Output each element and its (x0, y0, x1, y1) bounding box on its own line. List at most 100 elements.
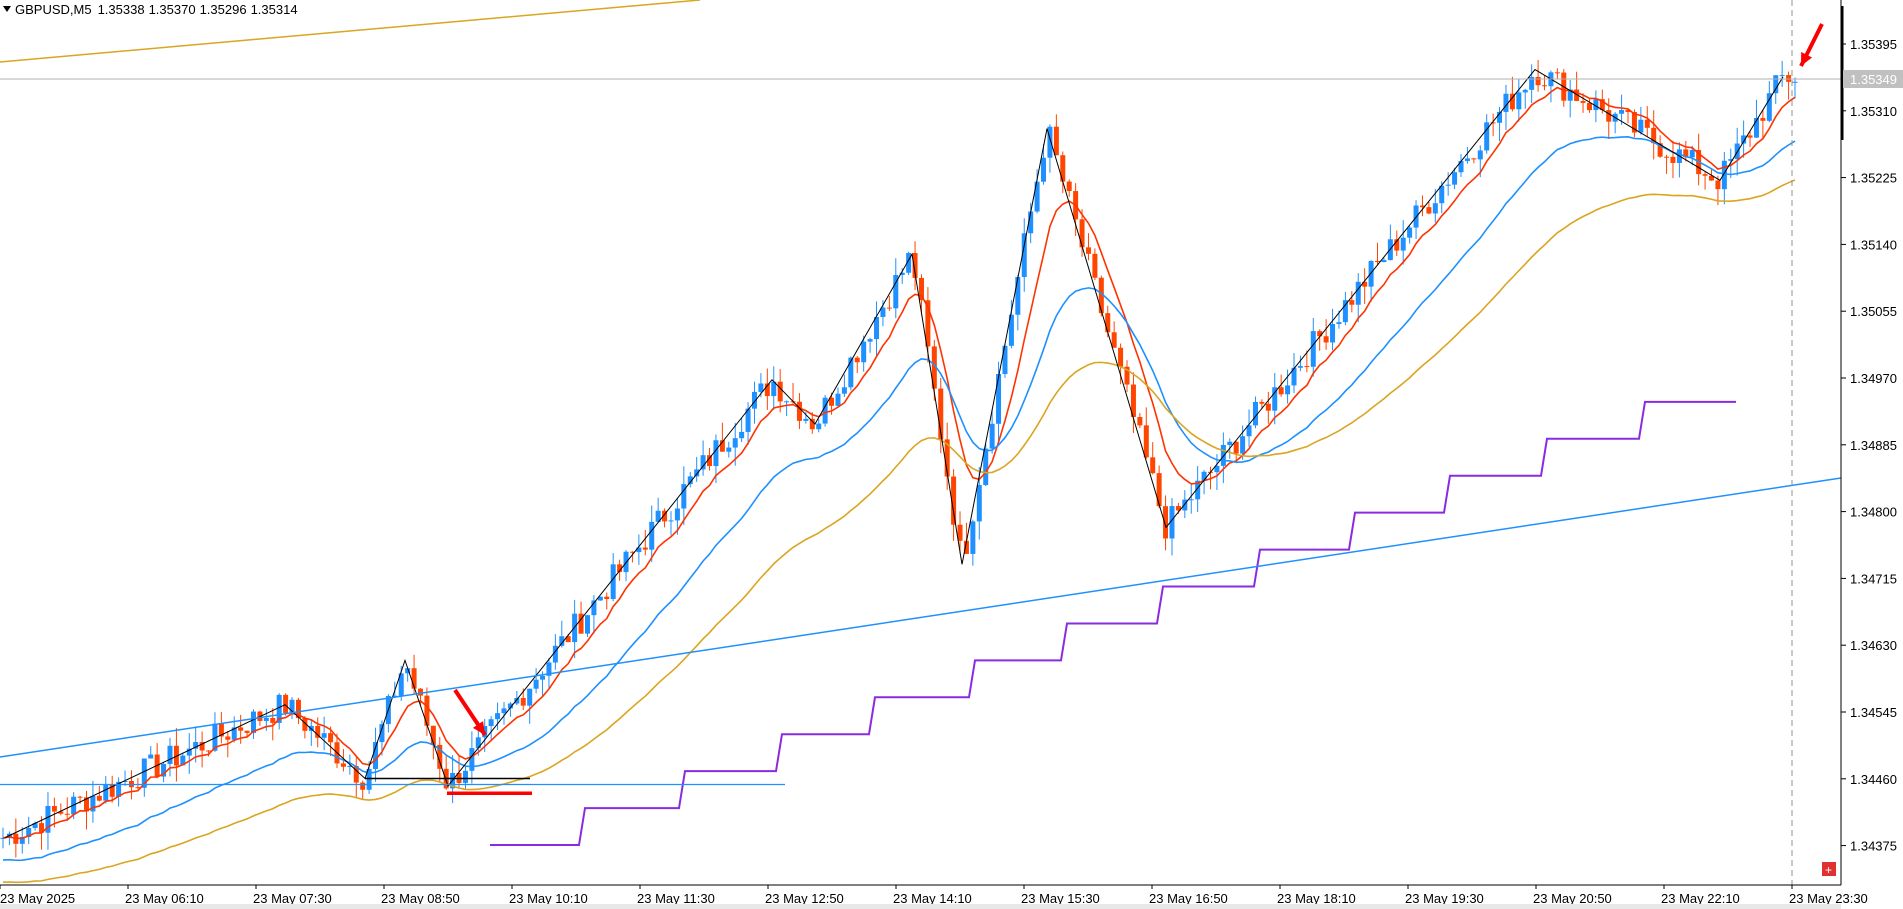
price-tick-label: 1.34460 (1850, 772, 1897, 787)
time-tick-label: 23 May 11:30 (637, 891, 715, 906)
candle-body (1432, 203, 1438, 214)
gold-trend-line (0, 0, 701, 63)
candle-body (835, 393, 841, 406)
candle-body (1657, 143, 1663, 157)
candle-body (1535, 76, 1541, 86)
candle-body (713, 440, 719, 467)
candle-body (141, 758, 147, 788)
red-arrow-entry-head (472, 721, 485, 735)
candle-body (1169, 506, 1175, 539)
candle-body (109, 784, 115, 797)
candle-body (784, 401, 790, 403)
candle-body (604, 596, 610, 600)
price-tick-label: 1.34375 (1850, 839, 1897, 854)
candle-body (1188, 499, 1194, 501)
candle-body (19, 836, 25, 844)
candle-body (263, 717, 269, 721)
candle-body (45, 806, 51, 833)
candle-body (655, 510, 661, 522)
price-tick-label: 1.34800 (1850, 505, 1897, 520)
candle-body (167, 745, 173, 764)
candle-body (238, 727, 244, 731)
candle-body (848, 357, 854, 388)
candle-body (803, 418, 809, 421)
candle-body (392, 695, 398, 697)
price-tick-label: 1.35225 (1850, 171, 1897, 186)
candle-body (1130, 384, 1136, 417)
candle-body (507, 703, 513, 709)
candle-body (1747, 135, 1753, 138)
candle-body (1445, 184, 1451, 186)
candle-body (1304, 366, 1310, 368)
candle-body (829, 397, 835, 406)
candle-body (1195, 480, 1201, 500)
candle-body (1092, 253, 1098, 278)
candle-body (1638, 119, 1644, 133)
candle-body (424, 695, 430, 726)
symbol-label: GBPUSD,M5 (15, 2, 92, 17)
candle-body (462, 770, 468, 783)
candle-body (1143, 425, 1149, 458)
candle-body (71, 796, 77, 815)
candle-body (276, 694, 282, 723)
candle-body (758, 383, 764, 392)
candle-body (1375, 260, 1381, 263)
candle-body (1503, 93, 1509, 112)
candle-body (957, 524, 963, 541)
candle-body (1008, 314, 1014, 346)
candle-body (1124, 366, 1130, 385)
red-arrow-exit-head (1801, 52, 1813, 66)
candle-body (225, 736, 231, 740)
candle-body (103, 784, 109, 801)
time-tick-label: 23 May 22:10 (1661, 891, 1740, 906)
candle-body (681, 484, 687, 509)
candle-body (353, 766, 359, 783)
ohlc-readout: 1.35338 1.35370 1.35296 1.35314 (98, 2, 302, 17)
candle-body (1593, 99, 1599, 111)
candle-body (231, 727, 237, 740)
candle-body (694, 469, 700, 477)
candle-body (1651, 127, 1657, 144)
candle-body (1766, 93, 1772, 121)
candle-body (944, 439, 950, 477)
current-price-badge (1843, 70, 1903, 88)
candle-body (283, 694, 289, 713)
candle-body (674, 508, 680, 521)
candle-body (1542, 85, 1548, 87)
candle-body (1291, 367, 1297, 386)
candle-body (405, 668, 411, 674)
candle-body (1709, 175, 1715, 181)
candle-body (938, 388, 944, 440)
candle-body (514, 698, 520, 704)
candle-body (186, 748, 192, 756)
candle-body (1599, 99, 1605, 111)
candle-body (874, 316, 880, 340)
candle-body (584, 615, 590, 634)
candle-body (1689, 149, 1695, 158)
candle-body (1574, 89, 1580, 101)
candle-body (1490, 122, 1496, 124)
candle-body (1246, 425, 1252, 437)
ma-mid-line (2, 135, 1796, 862)
candle-body (1233, 441, 1239, 454)
candle-body (629, 551, 635, 553)
candle-body (989, 423, 995, 449)
rising-trend-line (0, 477, 1842, 758)
zigzag-line (4, 68, 1784, 839)
candle-body (1477, 150, 1483, 160)
candle-body (1439, 185, 1445, 204)
open-value: 1.35338 (97, 2, 145, 17)
candle-body (527, 688, 533, 706)
candle-body (315, 725, 321, 738)
price-tick-label: 1.35140 (1850, 237, 1897, 252)
candle-body (1394, 239, 1400, 251)
candle-body (822, 397, 828, 424)
plus-button[interactable] (1822, 862, 1836, 876)
dropdown-triangle-icon[interactable] (3, 6, 11, 12)
candle-body (1458, 161, 1464, 173)
time-tick-label: 23 May 19:30 (1405, 891, 1484, 906)
candle-body (1381, 260, 1387, 263)
candle-body (1265, 403, 1271, 411)
candle-body (764, 383, 770, 397)
